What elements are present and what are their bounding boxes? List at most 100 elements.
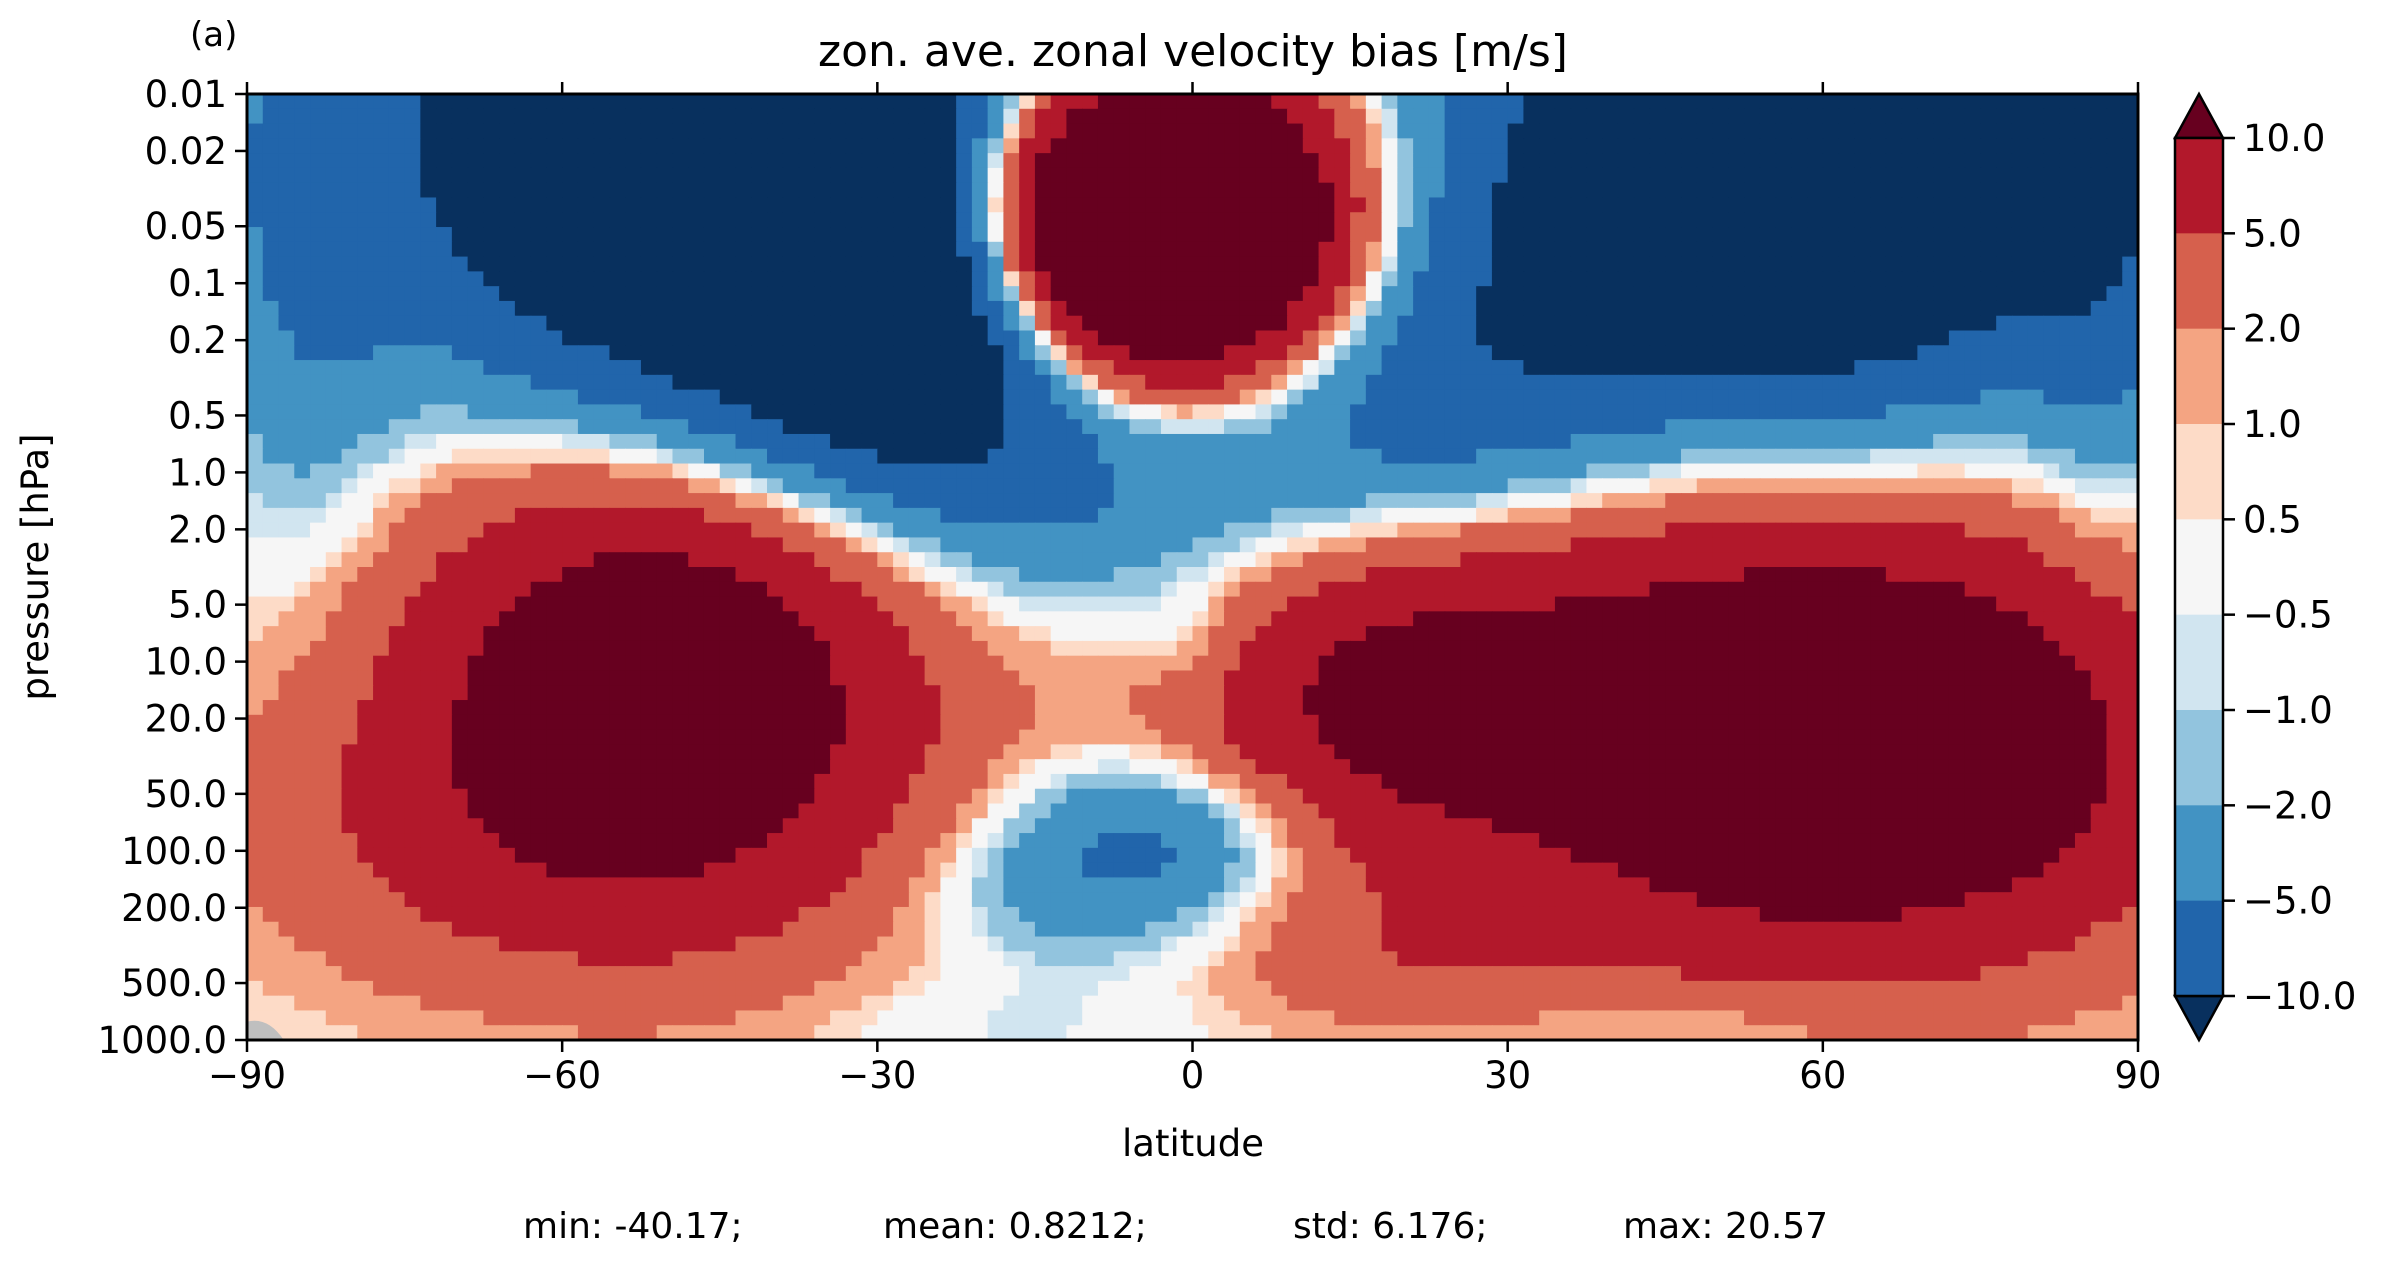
field-cell (1633, 153, 1651, 169)
field-cell (830, 552, 847, 568)
field-cell (1271, 389, 1288, 406)
field-cell (1192, 670, 1209, 686)
field-cell (593, 315, 611, 332)
field-cell (1287, 345, 1304, 361)
field-cell (1633, 197, 1651, 213)
field-cell (278, 640, 295, 657)
field-cell (1838, 138, 1855, 154)
field-cell (1681, 374, 1698, 391)
field-cell (1964, 167, 1982, 184)
field-cell (436, 478, 453, 494)
field-cell (1239, 227, 1257, 243)
field-cell (719, 493, 737, 509)
field-cell (1681, 123, 1698, 139)
field-cell (357, 522, 374, 539)
field-cell (1476, 626, 1493, 642)
field-cell (971, 182, 989, 199)
field-cell (1050, 300, 1068, 317)
field-cell (1554, 626, 1572, 642)
field-cell (530, 463, 548, 479)
field-cell (1444, 286, 1461, 302)
field-cell (404, 256, 421, 272)
field-cell (467, 389, 484, 406)
field-cell (530, 330, 548, 346)
field-cell (1145, 271, 1162, 287)
field-cell (1019, 626, 1036, 642)
field-cell (1980, 493, 1997, 509)
field-cell (247, 537, 264, 553)
field-cell (1554, 670, 1572, 686)
field-cell (530, 581, 548, 598)
field-cell (751, 286, 768, 302)
field-cell (325, 640, 343, 657)
field-cell (1255, 345, 1272, 361)
field-cell (2011, 685, 2029, 701)
field-cell (1428, 271, 1446, 287)
field-cell (672, 345, 689, 361)
field-cell (1649, 330, 1666, 346)
field-cell (341, 271, 358, 287)
field-cell (1066, 567, 1083, 583)
field-cell (341, 315, 358, 332)
field-cell (451, 286, 469, 302)
field-cell (1964, 241, 1982, 258)
field-cell (1365, 478, 1383, 494)
field-cell (341, 138, 358, 154)
field-cell (1381, 167, 1398, 184)
field-cell (1066, 167, 1083, 184)
field-cell (2027, 212, 2045, 228)
field-cell (1602, 626, 1619, 642)
field-cell (1539, 374, 1556, 391)
field-cell (940, 463, 957, 479)
field-cell (1507, 537, 1525, 553)
field-cell (1996, 567, 2013, 583)
field-cell (483, 463, 500, 479)
field-cell (1775, 567, 1792, 583)
field-cell (310, 700, 327, 716)
field-cell (1744, 241, 1761, 258)
field-cell (703, 640, 721, 657)
field-cell (782, 670, 800, 686)
field-cell (1870, 241, 1887, 258)
field-cell (1712, 300, 1729, 317)
field-cell (719, 315, 737, 332)
field-cell (877, 256, 894, 272)
field-cell (877, 626, 894, 642)
field-cell (1208, 123, 1225, 139)
field-cell (294, 345, 311, 361)
field-cell (1334, 507, 1351, 524)
field-cell (2043, 522, 2060, 539)
field-cell (1019, 315, 1036, 332)
field-cell (514, 537, 532, 553)
field-cell (1192, 552, 1209, 568)
field-cell (357, 685, 374, 701)
field-cell (2027, 522, 2045, 539)
field-cell (893, 286, 910, 302)
field-cell (703, 626, 721, 642)
field-cell (593, 271, 611, 287)
field-cell (1460, 153, 1477, 169)
field-cell (310, 271, 327, 287)
field-cell (1350, 640, 1367, 657)
field-cell (1617, 315, 1635, 332)
field-cell (1586, 463, 1603, 479)
field-cell (1287, 670, 1304, 686)
field-cell (1539, 522, 1556, 539)
field-cell (1318, 626, 1335, 642)
field-cell (1586, 404, 1603, 420)
field-cell (2090, 685, 2108, 701)
field-cell (703, 522, 721, 539)
field-cell (1649, 167, 1666, 184)
field-cell (940, 596, 957, 612)
field-cell (1113, 182, 1131, 199)
field-cell (1302, 611, 1320, 627)
field-cell (703, 552, 721, 568)
field-cell (688, 448, 705, 465)
field-cell (1034, 315, 1052, 332)
field-cell (1602, 182, 1619, 199)
field-cell (1192, 537, 1209, 553)
field-cell (1318, 345, 1335, 361)
field-cell (1050, 345, 1068, 361)
field-cell (577, 108, 595, 125)
field-cell (1791, 374, 1808, 391)
